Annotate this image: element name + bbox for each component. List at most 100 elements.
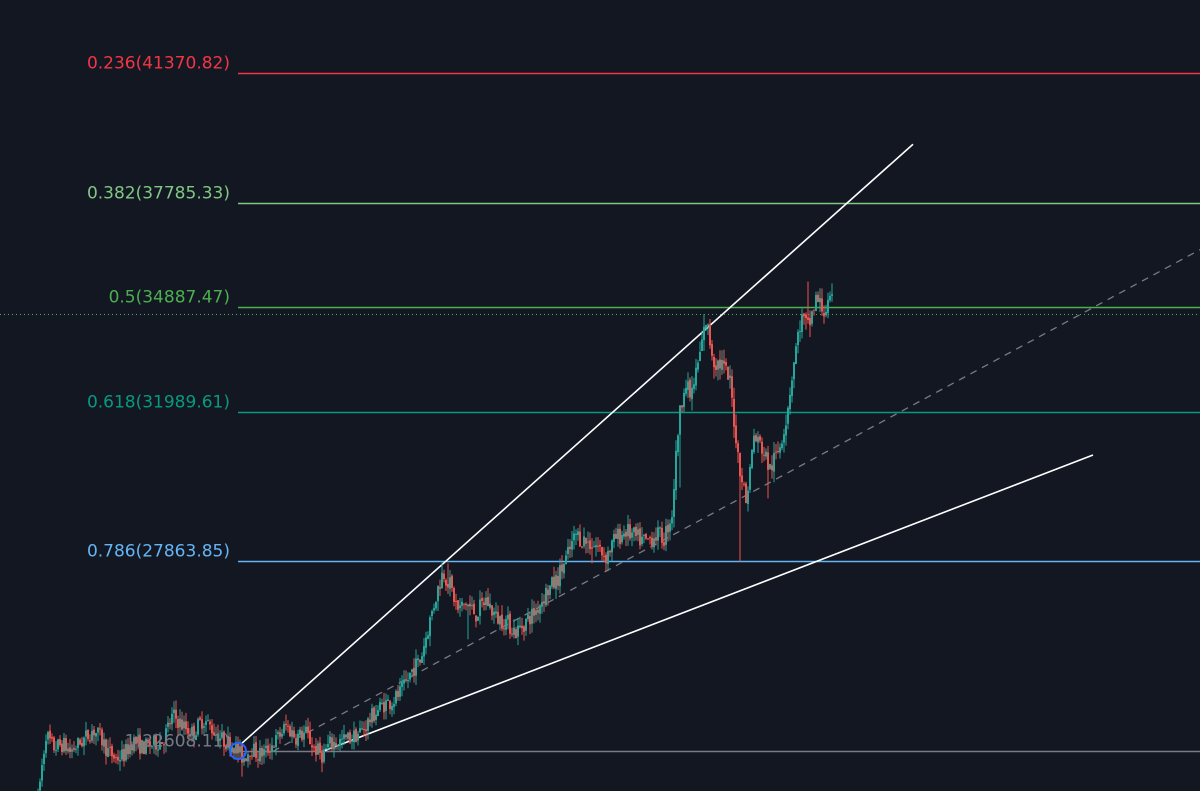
candle-body-193 <box>423 646 425 657</box>
candle-body-228 <box>493 611 495 616</box>
candle-body-266 <box>569 546 571 549</box>
candle-body-267 <box>571 541 573 550</box>
candle-body-186 <box>409 672 411 680</box>
candle-body-117 <box>271 745 273 752</box>
candle-body-100 <box>237 742 239 754</box>
candle-body-174 <box>385 700 387 712</box>
candle-body-318 <box>673 489 675 517</box>
candle-body-234 <box>505 619 507 630</box>
candle-body-43 <box>123 749 125 762</box>
candle-body-58 <box>153 735 155 745</box>
candle-body-56 <box>149 741 151 747</box>
candle-body-326 <box>689 379 691 398</box>
candle-body-29 <box>95 732 97 737</box>
candle-body-297 <box>631 532 633 538</box>
candle-body-6 <box>49 730 51 739</box>
candle-body-143 <box>323 749 325 762</box>
candle-body-162 <box>361 728 363 730</box>
candle-body-60 <box>157 749 159 751</box>
candle-body-381 <box>799 331 801 333</box>
candle-body-219 <box>475 615 477 622</box>
candle-body-140 <box>317 743 319 755</box>
candle-body-221 <box>479 599 481 616</box>
candle-body-384 <box>805 314 807 319</box>
candle-body-238 <box>513 627 515 635</box>
candle-body-103 <box>243 758 245 763</box>
candle-body-141 <box>319 742 321 753</box>
candle-body-86 <box>209 721 211 725</box>
candle-body-34 <box>105 739 107 756</box>
candle-body-230 <box>497 611 499 624</box>
candle-body-260 <box>557 575 559 586</box>
candle-body-78 <box>193 725 195 739</box>
candle-body-233 <box>503 628 505 630</box>
candle-body-169 <box>375 714 377 720</box>
trendlines <box>240 143 1200 753</box>
candle-body-256 <box>549 585 551 595</box>
candle-body-325 <box>687 381 689 390</box>
fib-level-label-2: 0.5(34887.47) <box>109 288 230 308</box>
candle-body-392 <box>821 298 823 312</box>
candle-body-155 <box>347 732 349 739</box>
candle-body-70 <box>177 719 179 728</box>
candle-body-225 <box>487 597 489 607</box>
candle-body-88 <box>213 732 215 736</box>
candle-body-112 <box>261 748 263 757</box>
candle-body-158 <box>353 730 355 743</box>
candle-body-246 <box>529 615 531 625</box>
candle-body-55 <box>147 739 149 743</box>
candle-body-379 <box>795 346 797 364</box>
candle-body-175 <box>387 699 389 702</box>
candle-body-92 <box>221 732 223 738</box>
candle-body-329 <box>695 367 697 386</box>
fib-level-label-0: 0.236(41370.82) <box>87 54 230 74</box>
candle-body-366 <box>769 464 771 469</box>
candle-body-106 <box>249 755 251 757</box>
candle-body-205 <box>447 583 449 588</box>
candle-body-272 <box>581 546 583 548</box>
fib-levels <box>0 72 1200 753</box>
candle-body-259 <box>555 575 557 589</box>
candle-body-277 <box>591 547 593 549</box>
candle-body-152 <box>341 738 343 740</box>
candle-body-131 <box>299 729 301 736</box>
candle-body-170 <box>377 710 379 716</box>
candle-body-352 <box>741 475 743 483</box>
candle-body-172 <box>381 703 383 705</box>
candle-body-168 <box>373 707 375 722</box>
candle-body-275 <box>587 541 589 543</box>
candle-body-84 <box>205 721 207 725</box>
candle-body-336 <box>709 324 711 346</box>
candle-body-20 <box>77 738 79 748</box>
candle-body-122 <box>281 733 283 737</box>
candle-body-348 <box>733 398 735 427</box>
candle-body-265 <box>567 547 569 554</box>
candle-body-18 <box>73 747 75 750</box>
candle-body-65 <box>167 722 169 727</box>
candle-body-94 <box>225 745 227 750</box>
candle-body-389 <box>815 294 817 311</box>
candle-body-36 <box>109 746 111 748</box>
candle-body-69 <box>175 709 177 719</box>
candle-body-45 <box>127 744 129 755</box>
candle-body-71 <box>179 718 181 728</box>
candle-body-31 <box>99 728 101 730</box>
candle-body-110 <box>257 759 259 761</box>
candle-body-53 <box>143 741 145 755</box>
candle-body-250 <box>537 609 539 613</box>
candle-body-346 <box>729 375 731 378</box>
candle-body-236 <box>509 613 511 634</box>
candle-body-222 <box>481 598 483 601</box>
candle-body-134 <box>305 726 307 733</box>
candle-body-81 <box>199 717 201 720</box>
candle-body-243 <box>523 626 525 632</box>
candle-body-220 <box>477 616 479 621</box>
candle-body-32 <box>101 729 103 746</box>
candle-body-184 <box>405 679 407 681</box>
candle-body-38 <box>113 755 115 759</box>
candle-body-299 <box>635 526 637 537</box>
candle-body-395 <box>827 299 829 313</box>
candle-body-375 <box>787 407 789 424</box>
candle-body-9 <box>55 750 57 752</box>
